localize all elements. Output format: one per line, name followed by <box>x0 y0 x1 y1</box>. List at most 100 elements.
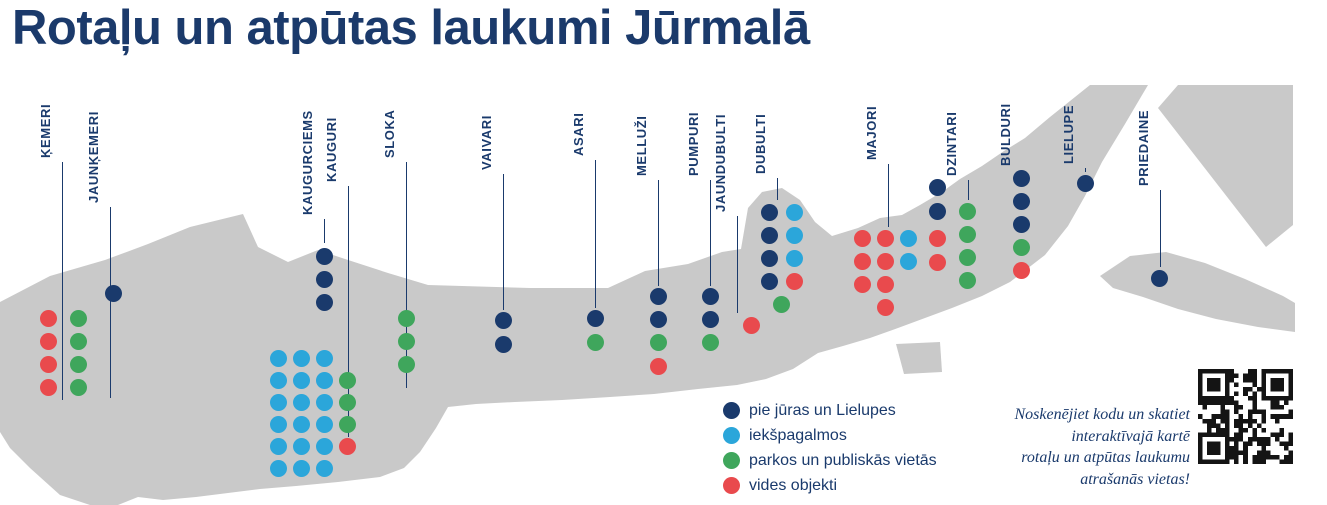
district-label-melluzi: MELLUŽI <box>634 115 649 176</box>
playground-dot-navy-dubulti <box>761 273 778 290</box>
playground-dot-green-dubulti <box>773 296 790 313</box>
playground-dot-red-kemeri <box>40 333 57 350</box>
district-label-jaundubulti: JAUNDUBULTI <box>713 113 728 212</box>
playground-dot-red-majori <box>854 276 871 293</box>
playground-dot-red-kemeri <box>40 356 57 373</box>
legend-label-navy: pie jūras un Lielupes <box>749 401 896 419</box>
district-label-asari: ASARI <box>571 112 586 156</box>
district-label-bulduri: BULDURI <box>998 103 1013 166</box>
playground-dot-green-kauguri <box>339 416 356 433</box>
district-pointer-line-priedaine <box>1159 190 1161 267</box>
playground-dot-green-asari <box>587 334 604 351</box>
landmass-priedaine <box>1100 252 1295 332</box>
playground-dot-cyan-kauguri <box>293 394 310 411</box>
district-pointer-line-lielupe <box>1084 168 1086 172</box>
playground-dot-navy-dzintari <box>929 179 946 196</box>
playground-dot-green-kauguri <box>339 372 356 389</box>
playground-dot-navy-dzintari <box>929 203 946 220</box>
playground-dot-red-jaundubulti <box>743 317 760 334</box>
playground-dot-cyan-kauguri <box>270 438 287 455</box>
playground-dot-cyan-dubulti <box>786 204 803 221</box>
playground-dot-cyan-dubulti <box>786 250 803 267</box>
playground-dot-red-majori <box>854 230 871 247</box>
playground-dot-navy-bulduri <box>1013 170 1030 187</box>
district-pointer-line-kauguri <box>347 186 349 437</box>
district-label-lielupe: LIELUPE <box>1061 104 1076 164</box>
qr-note: Noskenējiet kodu un skatiet interaktīvajā… <box>930 404 1190 490</box>
playground-dot-red-dzintari <box>929 254 946 271</box>
qr-note-line: interaktīvajā kartē <box>1071 427 1190 445</box>
playground-dot-red-majori <box>877 230 894 247</box>
playground-dot-cyan-kauguri <box>293 438 310 455</box>
playground-dot-green-dzintari <box>959 249 976 266</box>
qr-code <box>1198 369 1293 464</box>
playground-dot-green-kemeri <box>70 310 87 327</box>
legend-item-navy: pie jūras un Lielupes <box>723 398 937 423</box>
playground-dot-green-kemeri <box>70 379 87 396</box>
playground-dot-green-sloka <box>398 356 415 373</box>
playground-dot-cyan-majori <box>900 230 917 247</box>
qr-note-line: Noskenējiet kodu un skatiet <box>1014 406 1190 423</box>
district-label-pumpuri: PUMPURI <box>686 111 701 176</box>
district-pointer-line-melluzi <box>657 180 659 286</box>
page-title: Rotaļu un atpūtas laukumi Jūrmalā <box>12 1 810 55</box>
playground-dot-green-dzintari <box>959 272 976 289</box>
playground-dot-red-kemeri <box>40 379 57 396</box>
district-label-vaivari: VAIVARI <box>479 114 494 170</box>
playground-dot-cyan-kauguri <box>293 372 310 389</box>
playground-dot-navy-vaivari <box>495 312 512 329</box>
playground-dot-green-bulduri <box>1013 239 1030 256</box>
playground-dot-cyan-kauguri <box>316 372 333 389</box>
district-label-dubulti: DUBULTI <box>753 113 768 174</box>
legend-label-green: parkos un publiskās vietās <box>749 451 937 469</box>
playground-dot-navy-bulduri <box>1013 216 1030 233</box>
playground-dot-red-melluzi <box>650 358 667 375</box>
district-label-majori: MAJORI <box>864 105 879 160</box>
playground-dot-red-kauguri <box>339 438 356 455</box>
playground-dot-red-bulduri <box>1013 262 1030 279</box>
playground-dot-navy-priedaine <box>1151 270 1168 287</box>
district-pointer-line-pumpuri <box>709 180 711 286</box>
playground-dot-cyan-kauguri <box>270 394 287 411</box>
district-pointer-line-asari <box>594 160 596 308</box>
playground-dot-navy-lielupe <box>1077 175 1094 192</box>
playground-dot-cyan-kauguri <box>270 416 287 433</box>
playground-dot-red-dubulti <box>786 273 803 290</box>
playground-dot-cyan-majori <box>900 253 917 270</box>
playground-dot-navy-dubulti <box>761 204 778 221</box>
playground-dot-green-sloka <box>398 333 415 350</box>
legend-label-cyan: iekšpagalmos <box>749 426 847 444</box>
district-pointer-line-majori <box>887 164 889 227</box>
playground-dot-red-majori <box>877 253 894 270</box>
playground-dot-cyan-kauguri <box>270 350 287 367</box>
landmass-majori-islet <box>896 342 942 374</box>
playground-dot-red-dzintari <box>929 230 946 247</box>
playground-dot-navy-jaunkemeri <box>105 285 122 302</box>
district-pointer-line-kaugurciems <box>323 219 325 243</box>
playground-dot-green-kemeri <box>70 333 87 350</box>
legend: pie jūras un Lielupes iekšpagalmos parkos … <box>723 398 937 498</box>
legend-item-red: vides objekti <box>723 473 937 498</box>
playground-dot-cyan-kauguri <box>293 350 310 367</box>
district-pointer-line-jaunkemeri <box>109 207 111 398</box>
playground-dot-navy-kaugurciems <box>316 248 333 265</box>
legend-dot-red <box>723 477 740 494</box>
playground-dot-cyan-kauguri <box>316 438 333 455</box>
district-pointer-line-dubulti <box>776 178 778 200</box>
playground-dot-green-kemeri <box>70 356 87 373</box>
district-pointer-line-sloka <box>405 162 407 388</box>
district-pointer-line-vaivari <box>502 174 504 310</box>
playground-dot-green-melluzi <box>650 334 667 351</box>
landmass-main <box>0 85 1148 505</box>
playground-dot-cyan-kauguri <box>270 460 287 477</box>
playground-dot-red-majori <box>854 253 871 270</box>
district-label-kauguri: KAUGURI <box>324 117 339 182</box>
playground-dot-navy-melluzi <box>650 288 667 305</box>
playground-dot-red-majori <box>877 299 894 316</box>
playground-dot-navy-bulduri <box>1013 193 1030 210</box>
playground-dot-green-pumpuri <box>702 334 719 351</box>
legend-dot-navy <box>723 402 740 419</box>
playground-dot-green-sloka <box>398 310 415 327</box>
district-label-sloka: SLOKA <box>382 109 397 159</box>
